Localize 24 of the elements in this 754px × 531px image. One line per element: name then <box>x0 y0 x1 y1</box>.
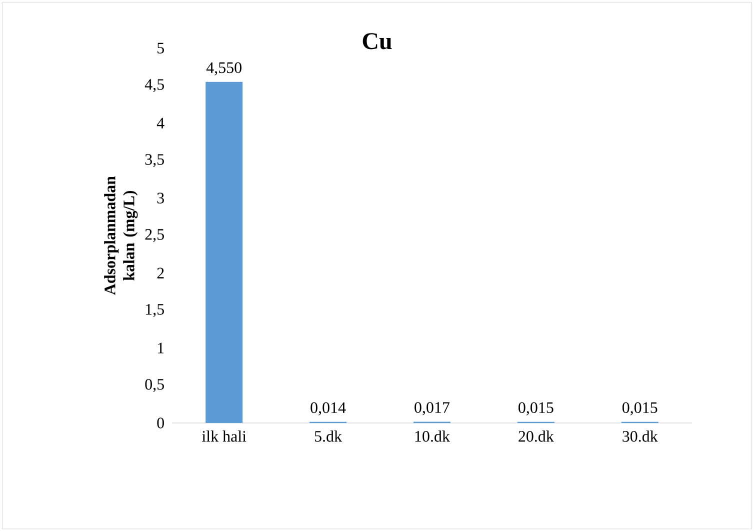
x-tick-label: ilk hali <box>202 430 246 442</box>
y-tick-label: 3 <box>157 192 164 204</box>
bar <box>206 82 243 423</box>
chart-title: Cu <box>362 33 392 50</box>
data-label: 0,015 <box>518 402 554 416</box>
data-label: 4,550 <box>206 62 242 76</box>
x-tick-label: 5.dk <box>314 430 342 442</box>
x-tick-label: 20.dk <box>518 430 554 442</box>
y-tick-label: 5 <box>158 42 164 54</box>
x-tick-label: 10.dk <box>415 430 450 442</box>
y-axis-title: Adsorplanmadan kalan (mg/L) <box>104 176 138 295</box>
data-label: 0,017 <box>414 402 450 416</box>
data-label: 0,015 <box>622 402 658 416</box>
y-tick-label: 3,5 <box>145 154 164 168</box>
data-label: 0,014 <box>310 402 346 416</box>
y-tick-label: 0 <box>157 418 164 428</box>
y-tick-label: 1,5 <box>146 304 164 317</box>
y-tick-label: 1 <box>158 342 164 354</box>
y-tick-label: 0,5 <box>145 378 164 392</box>
y-tick-label: 2 <box>157 268 164 278</box>
y-tick-label: 4 <box>156 118 164 128</box>
y-tick-label: 4,5 <box>144 79 164 92</box>
y-tick-label: 2,5 <box>145 229 164 242</box>
x-tick-label: 30.dk <box>622 430 658 442</box>
